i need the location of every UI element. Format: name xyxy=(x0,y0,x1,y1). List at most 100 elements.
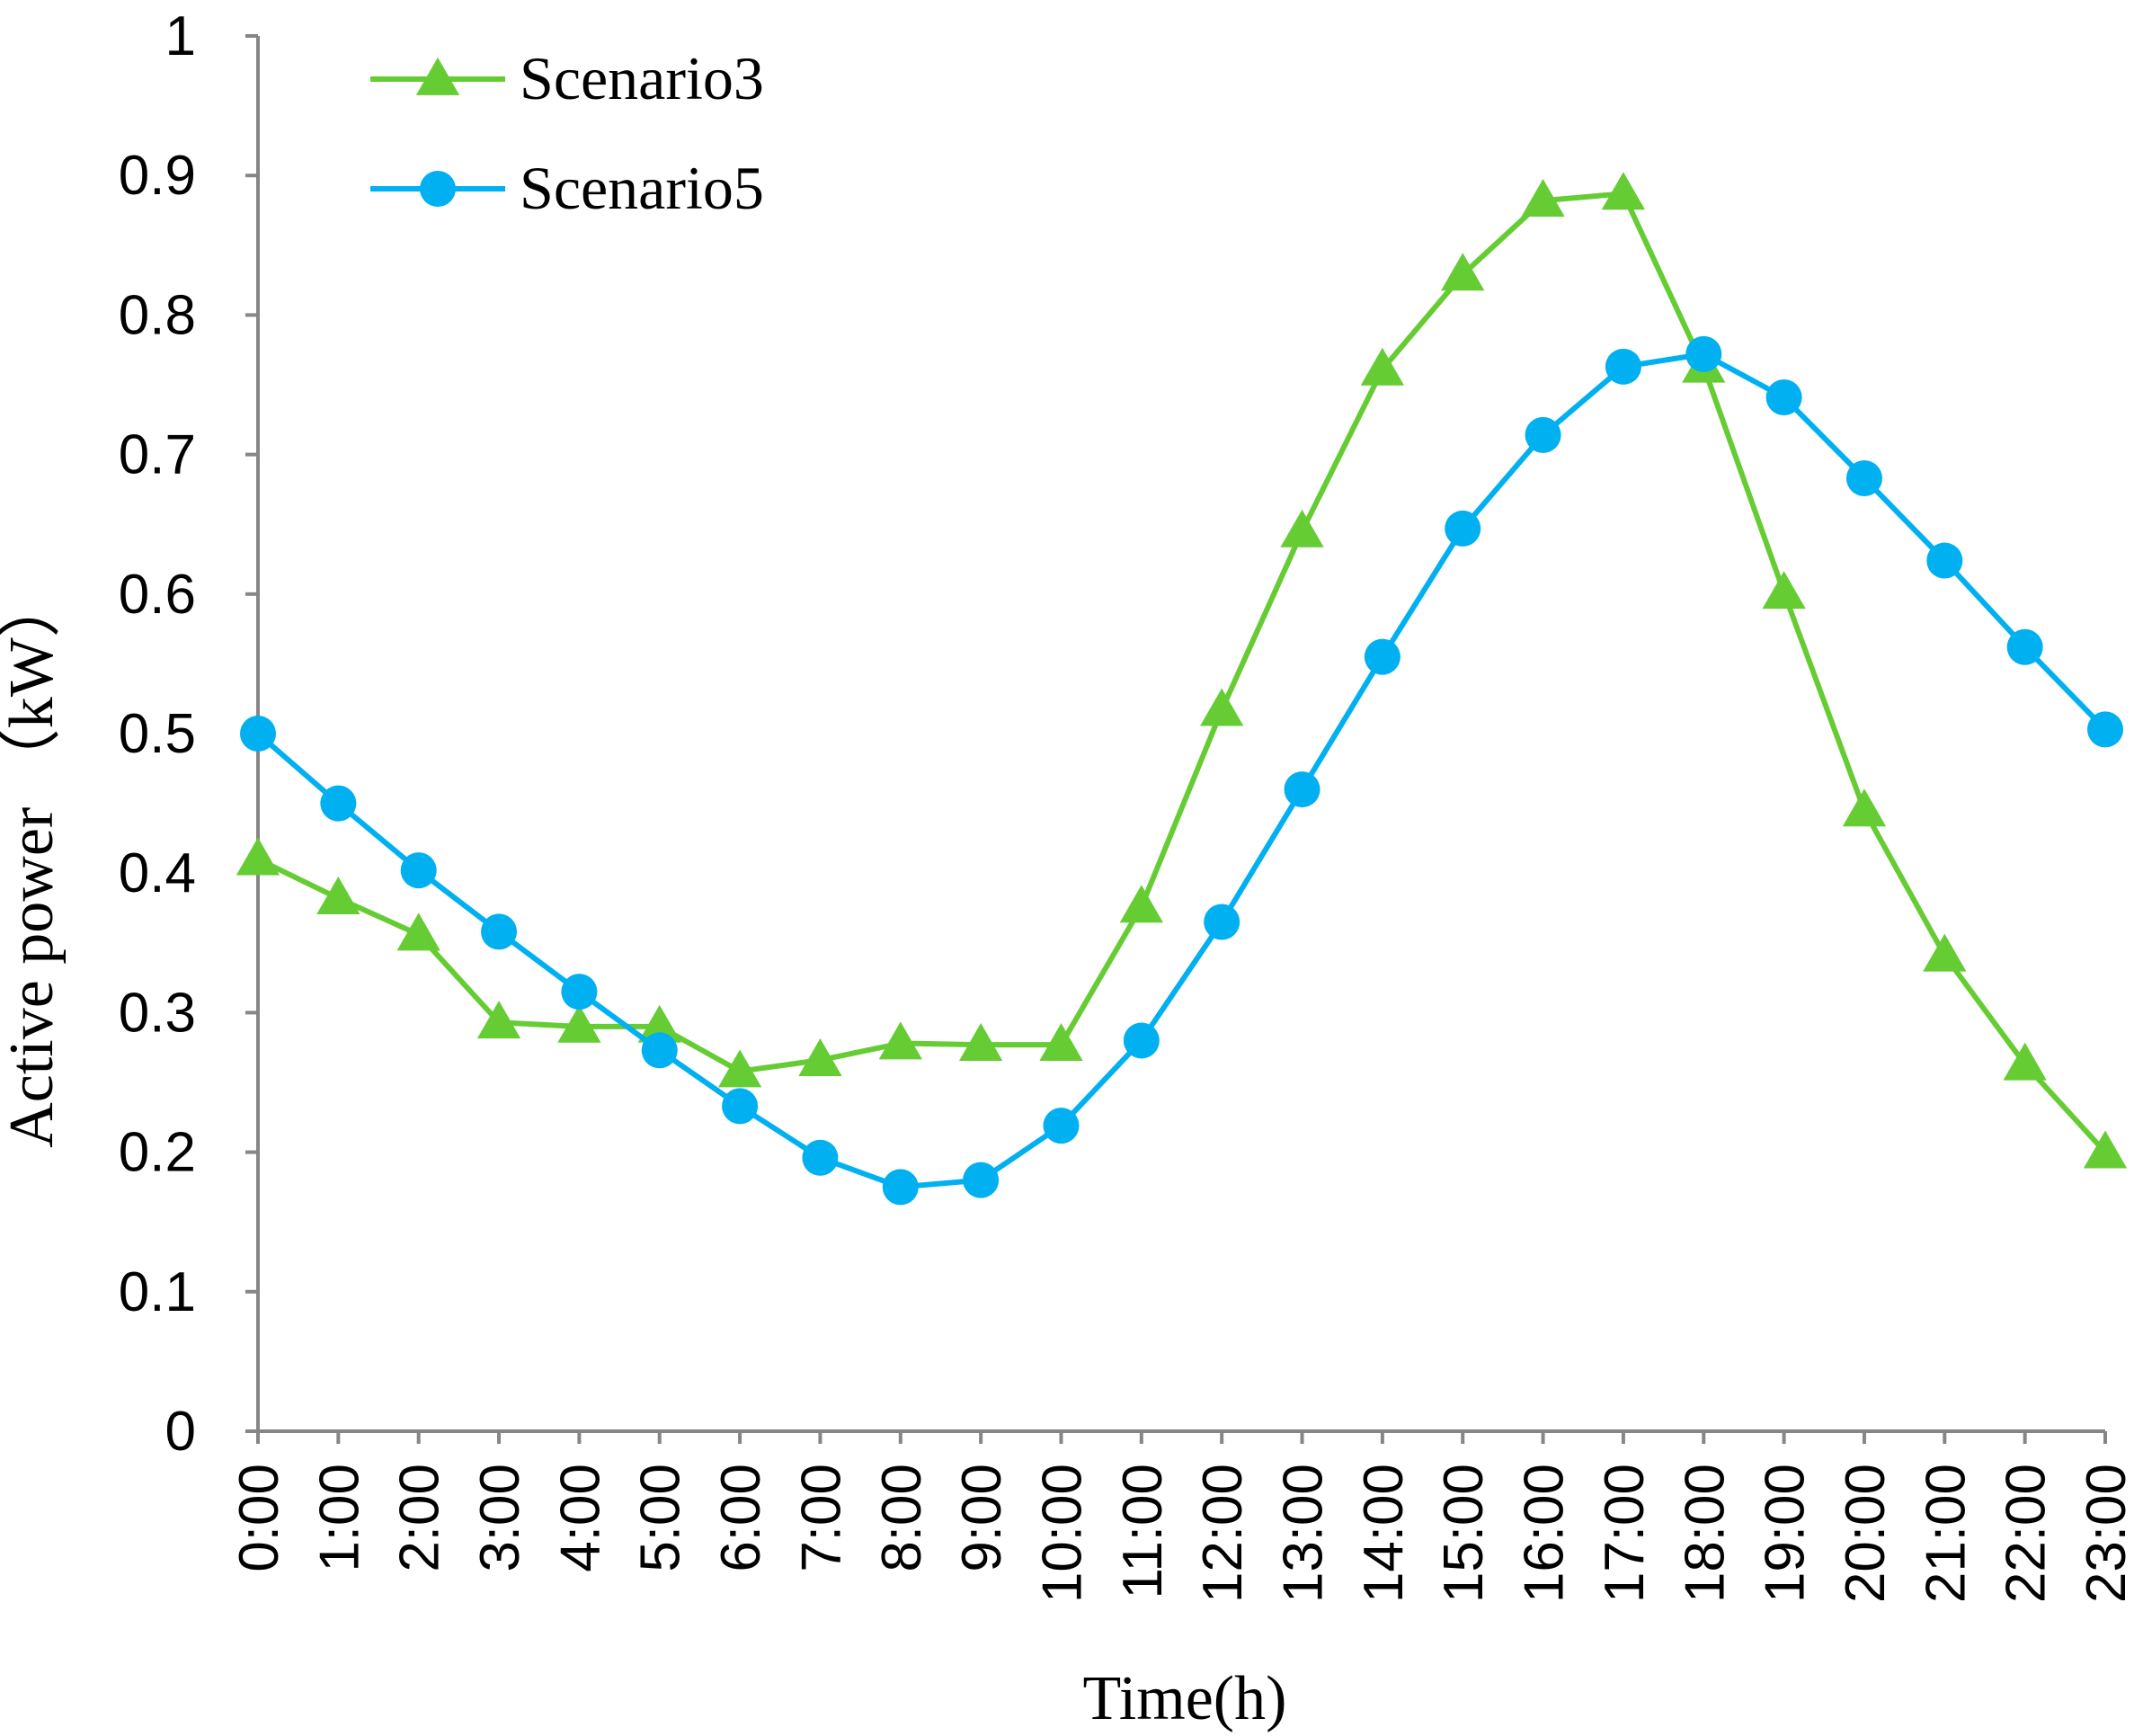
data-point xyxy=(1441,253,1485,291)
x-tick-label: 11:00 xyxy=(1112,1464,1174,1599)
data-point xyxy=(320,785,357,822)
data-point xyxy=(2087,711,2123,748)
legend: Scenario3 Scenario5 xyxy=(370,44,764,222)
data-point xyxy=(1360,347,1405,386)
data-point xyxy=(316,876,360,914)
x-tick-label: 4:00 xyxy=(549,1464,611,1572)
y-axis-title: Active power （kW） xyxy=(0,574,67,1148)
x-tick-label: 13:00 xyxy=(1273,1464,1335,1603)
y-tick-label: 0.4 xyxy=(119,842,196,904)
legend-marker xyxy=(415,57,460,95)
data-point xyxy=(1765,378,1802,415)
data-point xyxy=(1039,1022,1083,1061)
data-point xyxy=(1521,178,1565,217)
data-point xyxy=(1204,904,1240,940)
data-point xyxy=(1445,510,1481,547)
series-line xyxy=(256,191,2108,1154)
y-tick-label: 0 xyxy=(165,1401,196,1463)
data-point xyxy=(396,913,440,951)
data-point xyxy=(958,1022,1003,1061)
x-tick-label: 14:00 xyxy=(1353,1464,1415,1603)
legend-item-scenario3: Scenario3 xyxy=(370,44,764,112)
x-tick-label: 2:00 xyxy=(389,1464,451,1572)
x-tick-label: 7:00 xyxy=(790,1464,852,1572)
data-point xyxy=(798,1038,842,1077)
series-layer xyxy=(236,172,2128,1206)
axes xyxy=(256,36,2105,1442)
data-point xyxy=(481,913,518,950)
data-point xyxy=(1284,771,1320,808)
data-point xyxy=(236,837,280,876)
data-point xyxy=(1605,348,1641,385)
data-point xyxy=(717,1049,762,1088)
data-point xyxy=(802,1139,839,1176)
legend-label: Scenario5 xyxy=(520,154,764,222)
x-tick-label: 15:00 xyxy=(1433,1464,1495,1603)
data-point xyxy=(963,1162,1000,1198)
data-point xyxy=(2003,1042,2047,1081)
data-point xyxy=(1200,688,1244,726)
y-tick-label: 0.1 xyxy=(119,1261,196,1323)
data-point xyxy=(1119,885,1163,923)
x-tick-label: 18:00 xyxy=(1674,1464,1736,1603)
x-tick-label: 17:00 xyxy=(1594,1464,1656,1603)
x-tick-label: 20:00 xyxy=(1835,1464,1897,1603)
data-point xyxy=(240,716,276,752)
data-point xyxy=(400,852,437,889)
data-point xyxy=(1043,1108,1080,1144)
series-scenario5 xyxy=(240,335,2123,1206)
x-tick-label: 3:00 xyxy=(469,1464,531,1572)
data-point xyxy=(1364,638,1401,675)
data-point xyxy=(882,1169,919,1206)
y-tick-label: 0.5 xyxy=(119,703,196,765)
x-tick-label: 12:00 xyxy=(1192,1464,1254,1603)
data-point xyxy=(1762,571,1806,610)
data-point xyxy=(2083,1130,2128,1169)
data-point xyxy=(557,1004,601,1043)
data-point xyxy=(641,1032,678,1069)
y-tick-label: 0.9 xyxy=(119,145,196,207)
x-tick-label: 16:00 xyxy=(1514,1464,1576,1603)
data-point xyxy=(1280,509,1324,548)
y-tick-label: 0.3 xyxy=(119,982,196,1044)
data-point xyxy=(878,1021,922,1060)
x-tick-label: 19:00 xyxy=(1755,1464,1817,1603)
x-tick-label: 6:00 xyxy=(710,1464,772,1572)
x-axis-ticks: 0:00 1:00 2:00 3:00 4:00 5:00 6:00 7:00 8:00 9:00… xyxy=(228,1431,2138,1603)
x-tick-label: 5:00 xyxy=(630,1464,692,1572)
x-tick-label: 9:00 xyxy=(951,1464,1013,1572)
data-point xyxy=(1685,335,1722,372)
data-point xyxy=(722,1088,759,1125)
y-tick-label: 0.6 xyxy=(119,564,196,626)
x-tick-label: 10:00 xyxy=(1031,1464,1093,1603)
x-tick-label: 8:00 xyxy=(871,1464,933,1572)
x-tick-label: 0:00 xyxy=(228,1464,290,1572)
x-tick-label: 22:00 xyxy=(1996,1464,2058,1603)
y-tick-label: 0.8 xyxy=(119,284,196,346)
x-tick-label: 21:00 xyxy=(1915,1464,1977,1603)
x-axis-title: Time(h) xyxy=(1083,1664,1287,1733)
legend-marker xyxy=(420,171,456,207)
data-point xyxy=(1842,788,1887,827)
y-axis-ticks: 0 0.1 0.2 0.3 0.4 0.5 0.6 0.7 0.8 0.9 1 xyxy=(119,5,258,1463)
data-point xyxy=(1923,933,1967,972)
data-point xyxy=(1845,459,1882,496)
data-point xyxy=(1123,1022,1160,1059)
y-tick-label: 0.2 xyxy=(119,1122,196,1184)
legend-label: Scenario3 xyxy=(520,44,764,112)
data-point xyxy=(637,1004,681,1043)
series-line xyxy=(256,351,2108,1190)
data-point xyxy=(2006,628,2043,665)
data-point xyxy=(1926,542,1963,579)
data-point xyxy=(1601,172,1646,210)
legend-item-scenario5: Scenario5 xyxy=(370,154,764,222)
x-tick-label: 1:00 xyxy=(308,1464,370,1572)
data-point xyxy=(561,974,598,1010)
y-tick-label: 0.7 xyxy=(119,424,196,486)
data-point xyxy=(476,1001,521,1039)
series-scenario3 xyxy=(236,172,2128,1169)
data-point xyxy=(1525,416,1561,453)
y-tick-label: 1 xyxy=(165,5,196,67)
x-tick-label: 23:00 xyxy=(2076,1464,2138,1603)
